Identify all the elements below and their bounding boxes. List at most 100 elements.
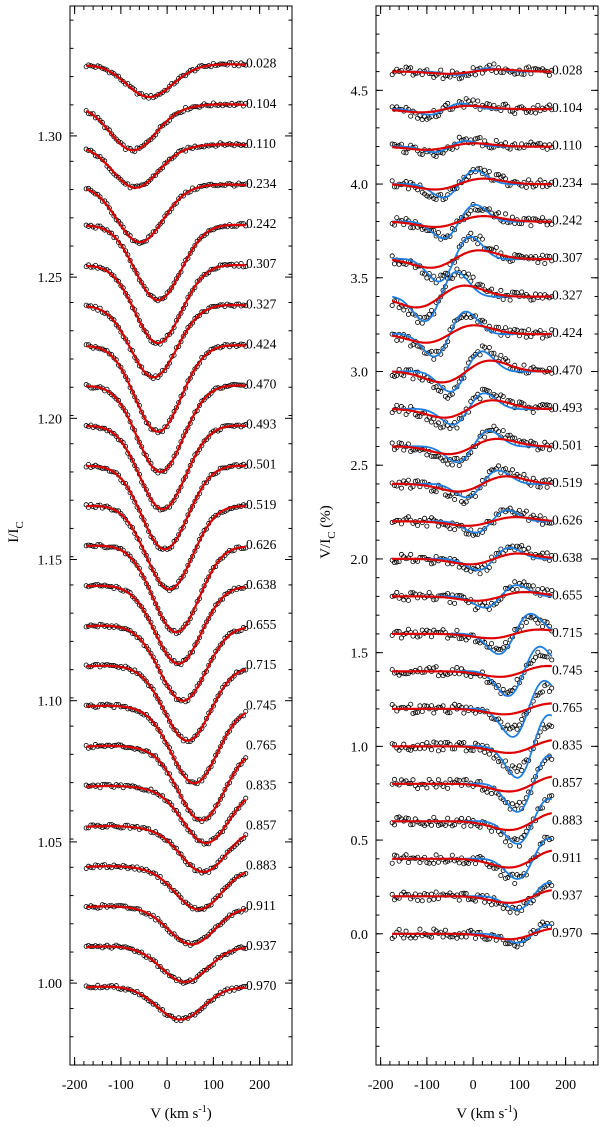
model-line	[85, 103, 246, 152]
left-phase-label: 0.937	[246, 938, 277, 953]
observed-point	[505, 941, 511, 947]
observed-point	[544, 587, 550, 593]
intensity-profile-phase-0.765	[83, 742, 249, 825]
intensity-profile-phase-0.745	[83, 701, 249, 787]
observed-point	[493, 137, 499, 143]
polarization-profile-phase-0.519	[389, 463, 555, 507]
observed-point	[482, 167, 488, 173]
observed-point	[530, 512, 536, 518]
observed-point	[428, 634, 434, 640]
left-plot-frame	[69, 5, 293, 1066]
polarization-profile-phase-0.501	[389, 423, 555, 468]
observed-point	[502, 466, 508, 472]
observed-point	[505, 432, 511, 438]
observed-point	[438, 272, 444, 278]
left-phase-label: 0.745	[246, 697, 277, 712]
observed-point	[452, 527, 458, 533]
model-line	[392, 516, 552, 527]
observed-point	[449, 852, 455, 858]
observed-point	[537, 513, 543, 519]
observed-point	[447, 426, 453, 432]
polarization-profile-phase-0.911	[389, 834, 555, 886]
observed-point	[426, 860, 432, 866]
model-line	[86, 865, 247, 911]
observed-point	[398, 635, 404, 641]
observed-point	[449, 276, 455, 282]
observed-point	[433, 489, 439, 495]
observed-point	[489, 641, 495, 647]
observed-point	[419, 898, 425, 904]
observed-point	[435, 673, 441, 679]
observed-point	[540, 689, 546, 695]
observed-point	[546, 365, 552, 371]
observed-point	[482, 434, 488, 440]
observed-point	[472, 935, 478, 941]
observed-point	[440, 934, 446, 940]
model-line	[392, 142, 552, 151]
model-line	[86, 744, 247, 822]
observed-point	[463, 748, 469, 754]
intensity-profile-phase-0.104	[83, 100, 249, 154]
observed-point	[389, 302, 395, 308]
observed-point	[468, 208, 474, 214]
observed-point	[484, 789, 490, 795]
observed-point	[190, 691, 196, 697]
observed-point	[401, 307, 407, 313]
observed-point	[535, 649, 541, 655]
observed-point	[424, 417, 430, 423]
model-line	[86, 784, 247, 845]
observed-point	[470, 65, 476, 71]
observed-point	[507, 872, 513, 878]
left-x-tick-label: 100	[203, 1078, 224, 1093]
right-y-tick-label: 4.0	[351, 178, 369, 193]
right-phase-label: 0.835	[552, 737, 583, 752]
observed-point	[512, 326, 518, 332]
observed-point	[426, 776, 432, 782]
right-x-tick-label: -200	[368, 1078, 394, 1093]
observed-point	[426, 590, 432, 596]
observed-point	[433, 664, 439, 670]
observed-point	[463, 499, 469, 505]
observed-point	[493, 355, 499, 361]
observed-point	[502, 941, 508, 947]
observed-point	[496, 463, 502, 469]
observed-point	[442, 457, 448, 463]
observed-point	[449, 462, 455, 468]
observed-point	[542, 261, 548, 267]
polarization-profile-phase-0.655	[389, 579, 555, 613]
observed-point	[516, 763, 522, 769]
observed-point	[403, 928, 409, 934]
polarization-profile-phase-0.470	[389, 343, 555, 401]
observed-point	[431, 273, 437, 279]
observed-point	[472, 236, 478, 242]
observed-point	[419, 345, 425, 351]
observed-point	[472, 898, 478, 904]
observed-point	[491, 865, 497, 871]
left-x-axis-title: V (km s-1)	[150, 1104, 211, 1122]
observed-point	[83, 825, 89, 831]
observed-point	[440, 385, 446, 391]
observed-point	[537, 402, 543, 408]
observed-point	[475, 207, 481, 213]
polarization-profile-phase-0.028	[389, 61, 555, 82]
observed-point	[507, 688, 513, 694]
observed-point	[435, 777, 441, 783]
observed-point	[445, 100, 451, 106]
polarization-profile-phase-0.234	[389, 165, 555, 203]
observed-point	[396, 440, 402, 446]
left-y-axis: 1.00 1.05 1.10 1.15 1.20 1.25 1.30	[38, 19, 292, 1066]
observed-point	[415, 785, 421, 791]
left-x-tick-label: -200	[62, 1078, 88, 1093]
observed-point	[415, 897, 421, 903]
left-phase-label: 0.028	[246, 56, 277, 71]
observed-point	[456, 76, 462, 82]
observed-point	[424, 452, 430, 458]
observed-point	[514, 587, 520, 593]
model-line	[86, 303, 246, 379]
right-y-axis-title: V/IC (%)	[318, 505, 338, 559]
model-line	[392, 475, 552, 493]
observed-point	[146, 334, 152, 340]
observed-point	[452, 701, 458, 707]
observed-point	[433, 114, 439, 120]
observed-point	[459, 75, 465, 81]
